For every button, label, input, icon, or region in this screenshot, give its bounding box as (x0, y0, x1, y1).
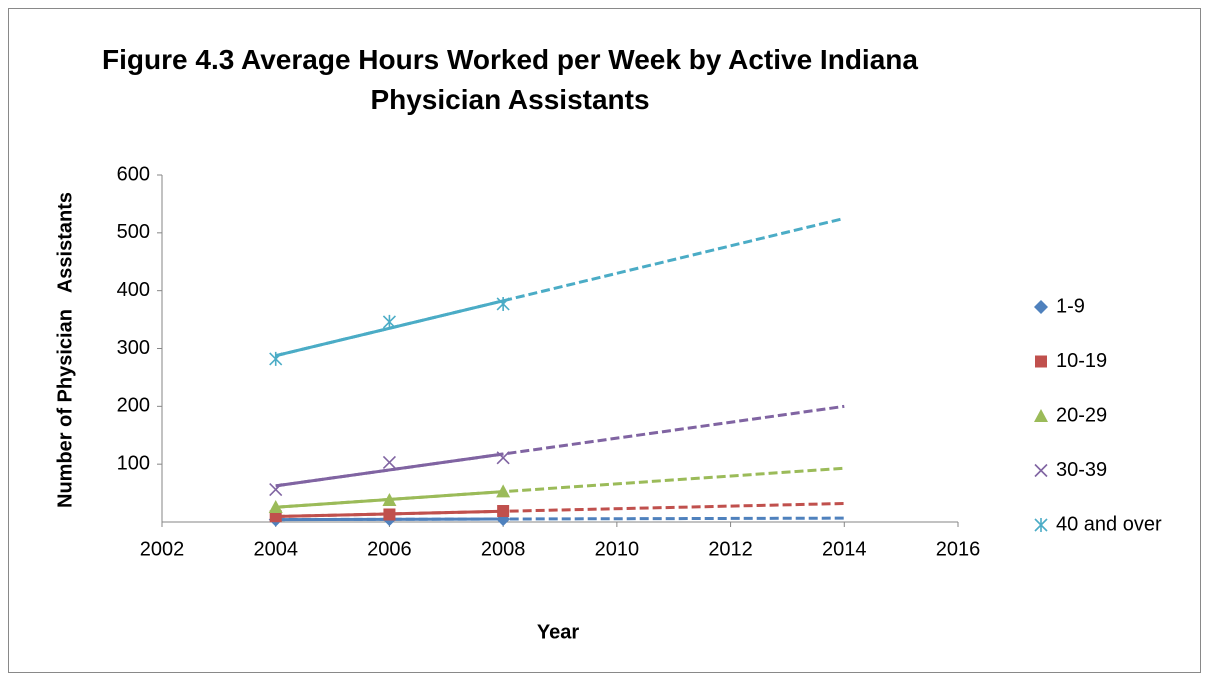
x-tick-label: 2014 (822, 538, 867, 560)
x-tick-label: 2006 (367, 538, 412, 560)
marker (1034, 518, 1048, 532)
x-tick-label: 2016 (936, 538, 981, 560)
chart-title: Figure 4.3 Average Hours Worked per Week… (102, 44, 918, 115)
marker (1035, 355, 1047, 368)
chart-frame (8, 8, 1201, 673)
marker (496, 296, 510, 311)
marker (383, 508, 396, 521)
y-tick-label: 400 (117, 279, 150, 301)
x-tick-label: 2008 (481, 538, 526, 560)
marker (382, 493, 397, 507)
y-axis-label: Number of Physician Assistants (54, 192, 76, 508)
marker (382, 455, 396, 469)
legend-label: 30-39 (1056, 459, 1107, 481)
y-tick-label: 500 (117, 221, 150, 243)
x-tick-label: 2002 (140, 538, 185, 560)
y-tick-label: 200 (117, 395, 150, 417)
x-axis-label: Year (537, 621, 579, 643)
legend-label: 40 and over (1056, 513, 1162, 535)
marker (1034, 463, 1048, 478)
marker (382, 314, 396, 329)
marker (496, 451, 510, 465)
marker (269, 351, 283, 366)
legend-label: 20-29 (1056, 404, 1107, 426)
y-tick-label: 600 (117, 163, 150, 185)
trendline (275, 452, 504, 488)
marker (496, 484, 511, 498)
marker (497, 505, 510, 518)
marker (1034, 409, 1048, 422)
x-tick-label: 2004 (253, 538, 298, 560)
legend-label: 10-19 (1056, 350, 1107, 372)
y-tick-label: 100 (117, 452, 150, 474)
y-tick-label: 300 (117, 337, 150, 359)
legend-label: 1-9 (1056, 295, 1085, 317)
marker (269, 510, 282, 523)
marker (269, 483, 283, 497)
x-tick-label: 2012 (708, 538, 753, 560)
x-tick-label: 2010 (595, 538, 640, 560)
marker (268, 499, 283, 513)
marker (1034, 300, 1048, 314)
